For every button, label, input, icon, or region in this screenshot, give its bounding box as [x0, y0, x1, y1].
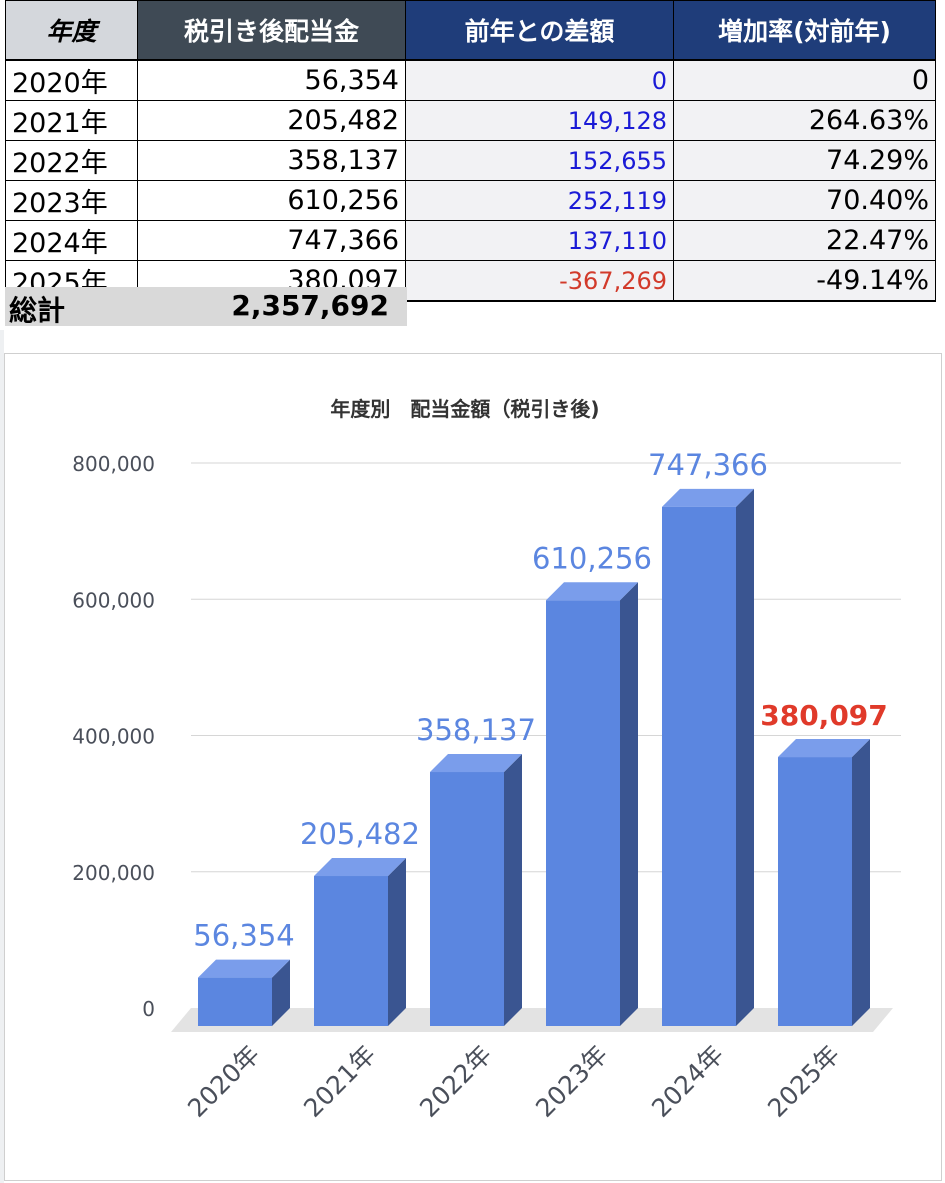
bar — [546, 600, 620, 1026]
bar-top — [546, 582, 638, 601]
rate-cell[interactable]: 0 — [673, 59, 936, 101]
x-tick-label: 2022年 — [414, 1040, 497, 1123]
header-year[interactable]: 年度 — [5, 0, 138, 61]
bar-side — [736, 488, 754, 1026]
table-row: 2020年 56,354 0 0 — [5, 59, 936, 101]
bar-side — [272, 959, 290, 1026]
chart-title: 年度別 配当金額（税引き後) — [330, 397, 599, 421]
diff-cell[interactable]: 137,110 — [405, 220, 674, 261]
total-row: 総計 2,357,692 — [5, 287, 407, 327]
bar-top — [430, 754, 522, 773]
dividend-chart[interactable]: 年度別 配当金額（税引き後) 0 200,000 400,000 600,000 800,… — [4, 353, 942, 1181]
year-cell[interactable]: 2020年 — [5, 59, 138, 101]
x-tick-label: 2023年 — [530, 1040, 613, 1123]
bar — [662, 506, 736, 1026]
bar-side — [852, 739, 870, 1026]
amount-cell[interactable]: 747,366 — [137, 220, 406, 261]
y-tick-label: 0 — [142, 997, 155, 1021]
y-tick-label: 200,000 — [72, 861, 155, 885]
sheet-edge — [0, 330, 4, 1183]
x-tick-label: 2024年 — [646, 1040, 729, 1123]
diff-cell[interactable]: 152,655 — [405, 140, 674, 181]
bar — [198, 977, 272, 1026]
rate-cell[interactable]: 74.29% — [673, 140, 936, 181]
rate-cell[interactable]: 22.47% — [673, 220, 936, 261]
x-tick-label: 2021年 — [298, 1040, 381, 1123]
bar-side — [620, 582, 638, 1026]
dividend-table: 年度 税引き後配当金 前年との差額 増加率(対前年) 2020年 56,354 0 0… — [5, 0, 936, 302]
amount-cell[interactable]: 610,256 — [137, 180, 406, 221]
data-label: 610,256 — [532, 541, 652, 575]
table-row: 2024年 747,366 137,110 22.47% — [5, 220, 936, 261]
header-diff[interactable]: 前年との差額 — [405, 0, 674, 61]
diff-cell[interactable]: 252,119 — [405, 180, 674, 221]
bar-top — [198, 959, 290, 978]
bar-side — [504, 754, 522, 1026]
bar-top — [314, 858, 406, 877]
table-row: 2023年 610,256 252,119 70.40% — [5, 180, 936, 221]
diff-cell[interactable]: 0 — [405, 59, 674, 101]
year-cell[interactable]: 2023年 — [5, 180, 138, 221]
diff-cell[interactable]: -367,269 — [405, 260, 674, 302]
table-row: 2022年 358,137 152,655 74.29% — [5, 140, 936, 181]
y-tick-label: 800,000 — [72, 452, 155, 476]
bar — [430, 772, 504, 1026]
data-label: 205,482 — [300, 817, 420, 851]
total-value[interactable]: 2,357,692 — [231, 289, 389, 322]
amount-cell[interactable]: 56,354 — [137, 59, 406, 101]
x-tick-label: 2025年 — [762, 1040, 845, 1123]
rate-cell[interactable]: -49.14% — [673, 260, 936, 302]
diff-cell[interactable]: 149,128 — [405, 100, 674, 141]
header-amount[interactable]: 税引き後配当金 — [137, 0, 406, 61]
rate-cell[interactable]: 70.40% — [673, 180, 936, 221]
bar-side — [388, 858, 406, 1026]
y-tick-label: 600,000 — [72, 588, 155, 612]
header-rate[interactable]: 増加率(対前年) — [673, 0, 936, 61]
data-label: 56,354 — [193, 919, 294, 953]
total-label[interactable]: 総計 — [9, 294, 66, 327]
x-tick-label: 2020年 — [182, 1040, 265, 1123]
y-tick-label: 400,000 — [72, 725, 155, 749]
bar — [778, 757, 852, 1026]
bar-top — [778, 739, 870, 758]
amount-cell[interactable]: 205,482 — [137, 100, 406, 141]
table-row: 2021年 205,482 149,128 264.63% — [5, 100, 936, 141]
data-label: 380,097 — [760, 699, 888, 732]
bar — [314, 876, 388, 1026]
chart-svg: 年度別 配当金額（税引き後) 0 200,000 400,000 600,000 800,… — [72, 397, 901, 1123]
rate-cell[interactable]: 264.63% — [673, 100, 936, 141]
year-cell[interactable]: 2024年 — [5, 220, 138, 261]
bar-top — [662, 488, 754, 507]
year-cell[interactable]: 2022年 — [5, 140, 138, 181]
data-label: 747,366 — [648, 448, 768, 482]
data-label: 358,137 — [416, 713, 536, 747]
table-header-row: 年度 税引き後配当金 前年との差額 増加率(対前年) — [5, 0, 936, 61]
amount-cell[interactable]: 358,137 — [137, 140, 406, 181]
year-cell[interactable]: 2021年 — [5, 100, 138, 141]
